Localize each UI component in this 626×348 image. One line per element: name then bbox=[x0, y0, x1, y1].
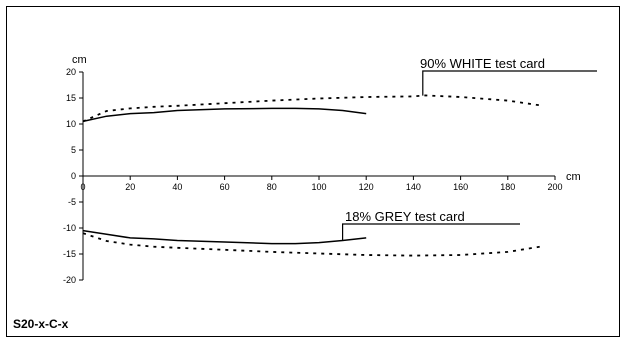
chart-border bbox=[6, 6, 620, 337]
x-tick-label: 120 bbox=[359, 182, 374, 192]
y-tick-label: -15 bbox=[63, 249, 76, 259]
x-tick-label: 200 bbox=[547, 182, 562, 192]
annotation-leader bbox=[422, 70, 597, 96]
x-tick-label: 100 bbox=[311, 182, 326, 192]
annotation-label: 18% GREY test card bbox=[345, 209, 465, 224]
annotations-group: 90% WHITE test card 18% GREY test card bbox=[342, 56, 597, 241]
y-tick-label: -10 bbox=[63, 223, 76, 233]
x-tick-label: 40 bbox=[172, 182, 182, 192]
x-tick-label: 80 bbox=[267, 182, 277, 192]
series-group bbox=[82, 94, 544, 257]
model-label: S20-x-C-x bbox=[13, 317, 69, 331]
annotation-label: 90% WHITE test card bbox=[420, 56, 545, 71]
x-tick-label: 180 bbox=[500, 182, 515, 192]
x-tick-label: 0 bbox=[80, 182, 85, 192]
y-tick-label: 10 bbox=[66, 119, 76, 129]
y-unit-label: cm bbox=[72, 54, 87, 66]
series-line-grey-solid bbox=[82, 229, 367, 245]
y-tick-label: 20 bbox=[66, 67, 76, 77]
y-tick-label: 15 bbox=[66, 93, 76, 103]
axes-group: 20 15 10 5 0 -5 -10 -15 -20 0 20 40 60 80 100 120 140 160… bbox=[63, 67, 563, 285]
y-tick-label: -20 bbox=[63, 275, 76, 285]
series-line-white-solid bbox=[82, 107, 367, 123]
x-tick-label: 60 bbox=[220, 182, 230, 192]
y-tick-label: -5 bbox=[68, 197, 76, 207]
x-tick-label: 140 bbox=[406, 182, 421, 192]
y-tick-label: 5 bbox=[71, 145, 76, 155]
annotation-leader bbox=[342, 223, 520, 241]
x-unit-label: cm bbox=[566, 171, 581, 183]
y-tick-label: 0 bbox=[71, 171, 76, 181]
x-tick-label: 160 bbox=[453, 182, 468, 192]
series-line-grey-dashed bbox=[82, 232, 544, 257]
x-tick-label: 20 bbox=[125, 182, 135, 192]
